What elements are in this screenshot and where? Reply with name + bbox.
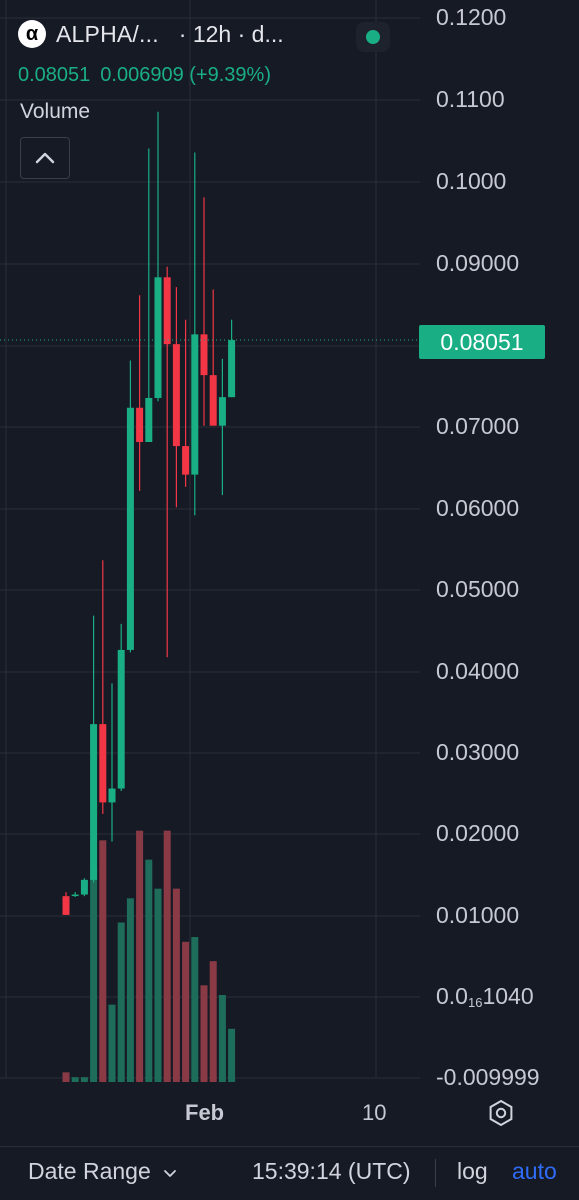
bottom-toolbar: Date Range 15:39:14 (UTC) log auto: [0, 1146, 579, 1200]
price-axis-tick: 0.01000: [436, 902, 520, 928]
chart-area[interactable]: [0, 0, 579, 1146]
symbol-label[interactable]: ALPHA/...: [56, 20, 159, 47]
volume-bar: [99, 840, 107, 1082]
candlestick-chart[interactable]: [0, 0, 579, 1146]
volume-bar: [163, 830, 171, 1082]
candle-body: [126, 407, 134, 650]
price-axis-tick: 0.1100: [436, 86, 505, 112]
candle-body: [71, 894, 79, 897]
price-change: 0.006909 (+9.39%): [100, 64, 271, 86]
candle-body: [163, 277, 171, 345]
volume-bar: [62, 1072, 70, 1082]
volume-bar: [145, 859, 153, 1082]
candle-body: [228, 340, 236, 398]
candle-body: [182, 446, 190, 475]
volume-bar: [209, 961, 217, 1082]
volume-bar: [182, 941, 190, 1082]
volume-bar: [228, 1028, 236, 1082]
volume-bar: [126, 898, 134, 1082]
candle-body: [191, 334, 199, 475]
candle-body: [154, 277, 162, 398]
price-axis-tick: 0.0161040: [436, 983, 534, 1010]
volume-bar: [90, 869, 98, 1082]
price-axis-tick: 0.04000: [436, 658, 520, 684]
candle-body: [172, 344, 180, 447]
price-axis-tick: -0.009999: [436, 1064, 540, 1090]
volume-bar: [108, 1004, 116, 1082]
time-axis-label-10: 10: [362, 1100, 387, 1125]
utc-clock[interactable]: 15:39:14 (UTC): [252, 1158, 411, 1184]
volume-bar: [200, 985, 208, 1082]
toolbar-divider: [435, 1159, 436, 1187]
volume-bar: [80, 1077, 88, 1082]
candle-body: [90, 724, 98, 880]
volume-bar: [191, 937, 199, 1082]
candle-body: [209, 375, 217, 426]
alpha-logo-icon: α: [18, 20, 46, 48]
candle-body: [117, 649, 125, 789]
candle-body: [80, 879, 88, 895]
chevron-down-icon: [164, 1170, 177, 1177]
candle-body: [218, 397, 226, 426]
price-axis-tick: 0.05000: [436, 576, 520, 602]
price-axis-tick: 0.09000: [436, 250, 520, 276]
candle-body: [108, 788, 116, 803]
collapse-indicators-button[interactable]: [20, 137, 70, 179]
volume-bar: [71, 1077, 79, 1082]
volume-bar: [218, 995, 226, 1082]
chevron-up-icon: [35, 152, 55, 164]
candle-body: [99, 724, 107, 803]
date-range-button[interactable]: Date Range: [28, 1160, 177, 1183]
price-axis-tick: 0.1000: [436, 168, 507, 194]
chart-settings-button[interactable]: [487, 1099, 515, 1127]
volume-bar: [117, 922, 125, 1082]
date-range-label: Date Range: [28, 1158, 151, 1184]
chart-header: α ALPHA/... · 12h · d... 0.08051 0.006909…: [0, 0, 579, 179]
gear-icon: [489, 1099, 513, 1127]
volume-indicator-label[interactable]: Volume: [20, 100, 91, 123]
volume-bar: [154, 888, 162, 1082]
symbol-row[interactable]: α ALPHA/... · 12h · d...: [18, 20, 284, 48]
interval-label[interactable]: · 12h · d...: [178, 20, 284, 47]
candle-body: [62, 896, 70, 915]
price-axis-tick: 0.02000: [436, 820, 520, 846]
candle-body: [145, 397, 153, 443]
auto-scale-toggle[interactable]: auto: [512, 1158, 557, 1184]
log-scale-toggle[interactable]: log: [457, 1158, 488, 1184]
volume-bar: [136, 830, 144, 1082]
price-axis-tick: 0.03000: [436, 739, 520, 765]
time-axis-label-feb: Feb: [185, 1100, 225, 1125]
price-axis-tick: 0.06000: [436, 495, 520, 521]
price-change-row: 0.08051 0.006909 (+9.39%): [18, 64, 271, 87]
volume-bar: [172, 888, 180, 1082]
price-axis-tick: 0.1200: [436, 4, 507, 30]
market-status-icon[interactable]: [356, 22, 390, 52]
current-price-badge: 0.08051: [419, 325, 545, 359]
candle-body: [136, 407, 144, 443]
last-price: 0.08051: [18, 64, 91, 86]
candle-body: [200, 334, 208, 376]
price-axis-tick: 0.07000: [436, 413, 520, 439]
